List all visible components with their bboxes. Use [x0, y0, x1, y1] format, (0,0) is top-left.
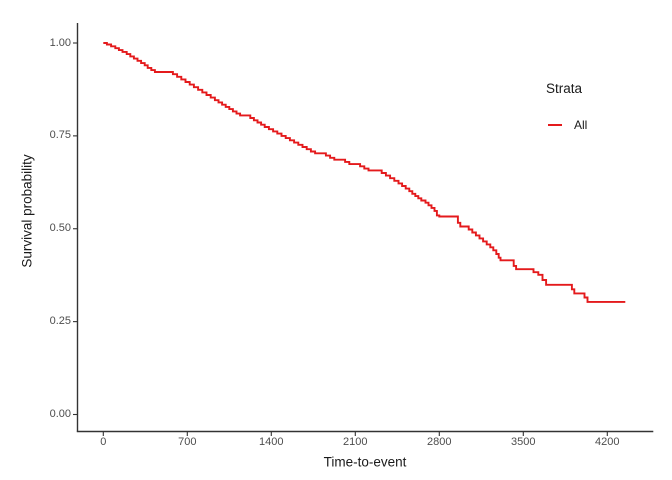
- x-tick-label: 1400: [259, 436, 284, 448]
- y-tick-label: 1.00: [49, 36, 71, 49]
- legend: Strata All: [546, 81, 587, 132]
- survival-curve-all: [103, 42, 626, 303]
- legend-title: Strata: [546, 81, 583, 96]
- y-tick-label: 0.50: [49, 222, 71, 235]
- x-tick-label: 700: [178, 436, 197, 448]
- x-tick-label: 3500: [511, 436, 536, 448]
- y-tick-label: 0.75: [49, 129, 71, 142]
- y-axis-title: Survival probability: [19, 154, 35, 268]
- x-tick-label: 0: [100, 436, 107, 448]
- x-tick-label: 2100: [343, 436, 368, 448]
- x-tick-label: 2800: [427, 436, 452, 448]
- x-axis-title: Time-to-event: [323, 454, 407, 470]
- y-tick-label: 0.25: [49, 315, 71, 328]
- legend-entry-all: All: [546, 118, 587, 132]
- legend-key-line-icon: [548, 123, 562, 126]
- legend-entry-label: All: [574, 117, 588, 132]
- y-tick-label: 0.00: [49, 408, 71, 420]
- x-tick-label: 4200: [595, 436, 620, 448]
